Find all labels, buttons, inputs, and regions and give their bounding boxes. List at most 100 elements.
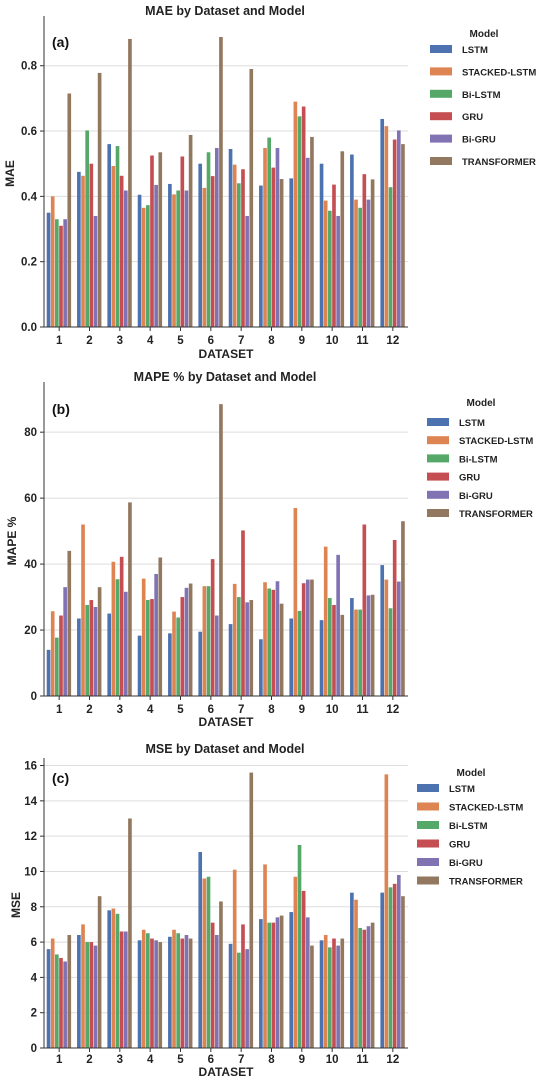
bar (67, 93, 72, 327)
bar (275, 917, 280, 1048)
bar (168, 936, 172, 1048)
bar (249, 68, 254, 327)
y-axis-label: MAPE % (5, 516, 19, 565)
bar (123, 591, 128, 696)
bar (172, 194, 176, 327)
bar (370, 594, 375, 696)
x-tick-label: 6 (208, 1054, 214, 1066)
mae-chart: MAE by Dataset and Model 0.0 0.2 0.4 0.6 0.8 1… (3, 4, 536, 361)
bar (336, 554, 340, 696)
legend-label: Bi-GRU (449, 858, 483, 869)
bar (350, 154, 354, 327)
bar (305, 917, 310, 1048)
x-axis-label: DATASET (199, 1065, 255, 1079)
chart-title: MAPE % by Dataset and Model (134, 370, 317, 384)
bar (107, 613, 112, 696)
bar (59, 615, 63, 696)
bar (289, 178, 294, 327)
legend-swatch (417, 858, 439, 866)
legend-label: TRANSFORMER (462, 157, 536, 168)
bar (128, 818, 132, 1048)
bar (137, 940, 142, 1048)
x-tick-label: 2 (86, 704, 92, 716)
bar (384, 126, 389, 327)
bar (366, 595, 371, 696)
x-tick-label: 12 (386, 1054, 399, 1066)
y-tick-label: 0 (31, 691, 37, 703)
bar (396, 874, 401, 1048)
bar (128, 38, 132, 327)
bar (89, 163, 94, 327)
legend-title: Model (470, 29, 499, 40)
x-tick-label: 9 (299, 704, 305, 716)
bar (46, 649, 51, 696)
bar (358, 207, 362, 327)
bar (366, 926, 371, 1048)
x-tick-label: 1 (56, 335, 63, 347)
bar (154, 940, 158, 1048)
y-tick-label: 0.4 (21, 191, 38, 203)
legend-label: LSTM (459, 418, 485, 429)
bar (237, 597, 241, 696)
bar (210, 922, 215, 1048)
x-tick-label: 2 (86, 1054, 92, 1066)
bar (172, 929, 176, 1048)
bar (362, 524, 367, 696)
legend-title: Model (467, 398, 496, 409)
bar (214, 615, 219, 696)
bar (336, 945, 340, 1048)
bar (158, 942, 163, 1048)
bar (206, 152, 211, 327)
bar (301, 890, 306, 1048)
bar (297, 116, 302, 328)
legend-swatch (430, 112, 452, 121)
bar (55, 954, 59, 1048)
bar (81, 924, 85, 1048)
x-tick-label: 3 (117, 335, 123, 347)
bar (137, 635, 142, 696)
bar (228, 943, 233, 1048)
bar (388, 187, 393, 327)
x-tick-label: 9 (299, 335, 305, 347)
x-tick-label: 6 (208, 335, 214, 347)
bar (328, 210, 332, 327)
bar (63, 587, 67, 696)
bar (310, 579, 314, 696)
bar (188, 583, 193, 696)
y-tick-label: 16 (24, 761, 37, 773)
y-tick-label: 0.2 (21, 257, 37, 269)
x-tick-label: 7 (238, 704, 244, 716)
bar (198, 631, 203, 696)
bar (401, 896, 405, 1048)
bar (289, 618, 294, 696)
panel-label: (a) (52, 34, 69, 50)
bar (259, 185, 263, 327)
bar (370, 922, 375, 1048)
legend-label: STACKED-LSTM (449, 803, 523, 814)
bar (85, 130, 89, 327)
bar (46, 212, 51, 327)
x-tick-label: 11 (356, 335, 369, 347)
bar (93, 215, 98, 327)
y-tick-label: 0.8 (21, 61, 38, 73)
bar (115, 146, 120, 327)
x-tick-label: 5 (177, 335, 184, 347)
legend-label: GRU (462, 112, 483, 123)
legend-label: LSTM (462, 45, 488, 56)
panel-label: (b) (52, 401, 70, 417)
bar (107, 910, 112, 1048)
bar (228, 624, 233, 696)
bar (354, 899, 358, 1048)
bar (63, 961, 67, 1048)
bar (137, 194, 142, 327)
bar (180, 156, 185, 327)
x-tick-label: 8 (268, 335, 275, 347)
bar (154, 573, 158, 696)
chart-title: MSE by Dataset and Model (145, 742, 304, 756)
bar (354, 609, 358, 696)
legend-label: Bi-GRU (459, 491, 493, 502)
y-tick-label: 12 (24, 831, 37, 843)
bar (97, 587, 102, 696)
y-axis-label: MAE (3, 160, 17, 187)
